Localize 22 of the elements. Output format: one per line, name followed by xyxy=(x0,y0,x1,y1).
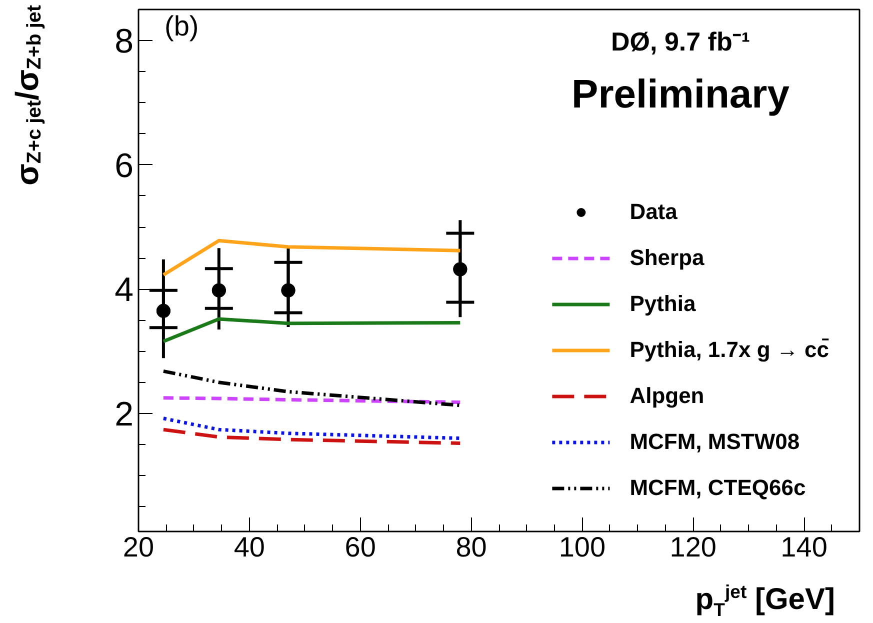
y-tick-label: 6 xyxy=(114,146,134,185)
x-tick-label: 60 xyxy=(344,532,376,562)
legend-label: Alpgen xyxy=(630,383,704,409)
x-tick-label: 140 xyxy=(780,532,828,562)
y-tick-label: 8 xyxy=(114,22,134,61)
legend-label: Data xyxy=(630,199,678,225)
x-tick-label: 40 xyxy=(234,532,266,562)
annotation: DØ, 9.7 fb⁻¹ xyxy=(610,26,750,56)
annotation: Preliminary xyxy=(572,72,790,116)
y-tick-label: 2 xyxy=(114,395,134,434)
legend-label: Pythia, 1.7x g → cc̄ xyxy=(630,337,829,363)
annotation: (b) xyxy=(164,10,199,42)
legend-label: Sherpa xyxy=(630,245,704,271)
x-axis-title: p$_{T}$$^{jet}$ [GeV] xyxy=(694,580,835,622)
y-tick-label: 4 xyxy=(114,271,134,310)
x-tick-label: 100 xyxy=(558,532,606,562)
legend-label: MCFM, CTEQ66c xyxy=(630,475,806,501)
legend-label: MCFM, MSTW08 xyxy=(630,429,800,455)
x-tick-label: 80 xyxy=(456,532,487,562)
legend-label: Pythia xyxy=(630,291,696,317)
x-tick-label: 20 xyxy=(122,532,154,562)
x-tick-label: 120 xyxy=(670,532,716,562)
